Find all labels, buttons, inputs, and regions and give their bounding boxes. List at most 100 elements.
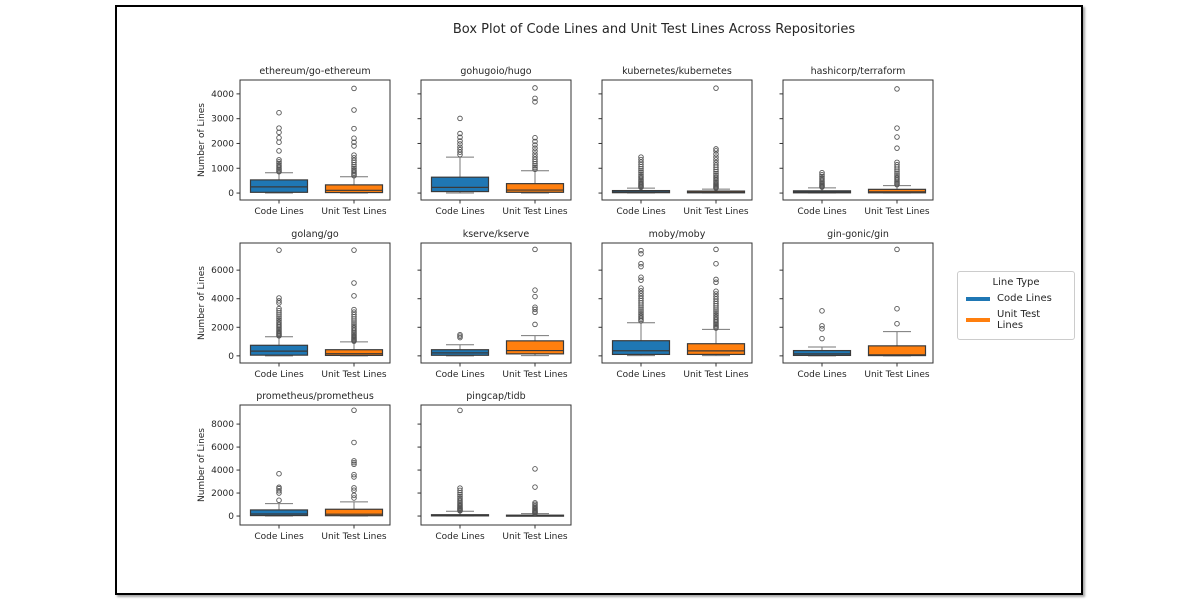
outlier-point bbox=[351, 306, 357, 313]
x-tick-label: Code Lines bbox=[616, 207, 666, 217]
subplot-title: hashicorp/terraform bbox=[811, 66, 906, 77]
outlier-point bbox=[276, 162, 282, 169]
axes-frame bbox=[601, 79, 753, 201]
outlier-point bbox=[894, 320, 900, 327]
subplot-pingcap-tidb: pingcap/tidb Code Lines Unit Test Lines bbox=[417, 391, 572, 542]
y-tick-label: 4000 bbox=[211, 466, 234, 476]
figure-title: Box Plot of Code Lines and Unit Test Lin… bbox=[452, 22, 856, 37]
x-tick-label: Code Lines bbox=[254, 370, 304, 380]
box-unit-test-lines bbox=[324, 349, 384, 357]
box-code-lines bbox=[249, 179, 309, 193]
outlier-point bbox=[351, 459, 357, 466]
outlier-point bbox=[532, 287, 538, 293]
outlier-point bbox=[351, 293, 357, 299]
outlier-point bbox=[713, 174, 719, 180]
outlier-point bbox=[276, 109, 282, 116]
outlier-point bbox=[457, 496, 463, 503]
y-tick-label: 0 bbox=[228, 352, 234, 362]
outlier-point bbox=[819, 323, 825, 329]
outlier-point bbox=[351, 320, 357, 326]
outlier-point bbox=[713, 85, 719, 91]
outlier-point bbox=[351, 325, 357, 331]
outlier-point bbox=[638, 306, 644, 312]
x-tick-label: Code Lines bbox=[797, 207, 847, 217]
outlier-point bbox=[532, 484, 538, 490]
x-tick-label: Code Lines bbox=[254, 207, 304, 217]
subplot-moby-moby: moby/moby Code Lines Unit Test Lines bbox=[598, 229, 753, 380]
outlier-point bbox=[457, 141, 463, 147]
outlier-point bbox=[276, 148, 282, 154]
outlier-point bbox=[351, 492, 357, 499]
axes-frame bbox=[239, 404, 391, 526]
outlier-point bbox=[351, 152, 357, 158]
outlier-point bbox=[276, 247, 282, 253]
outlier-point bbox=[457, 485, 463, 491]
subplot-gin-gonic-gin: gin-gonic/gin Code Lines Unit Test Lines bbox=[779, 229, 934, 380]
outlier-point bbox=[351, 247, 357, 253]
outlier-point bbox=[276, 159, 282, 165]
outlier-point bbox=[713, 310, 719, 317]
outlier-point bbox=[638, 293, 644, 299]
outlier-point bbox=[713, 279, 719, 286]
subplot-kserve-kserve: kserve/kserve Code Lines Unit Test Lines bbox=[417, 229, 572, 380]
box-unit-test-lines bbox=[505, 340, 565, 355]
x-tick-label: Code Lines bbox=[435, 532, 485, 542]
subplot-title: gohugoio/hugo bbox=[460, 66, 531, 77]
outlier-point bbox=[351, 135, 357, 142]
y-tick-label: 4000 bbox=[211, 90, 234, 100]
box-unit-test-lines bbox=[324, 184, 384, 194]
outlier-point bbox=[457, 146, 463, 153]
outlier-point bbox=[457, 495, 463, 501]
legend: Line Type Code Lines Unit Test Lines bbox=[957, 271, 1075, 340]
outlier-point bbox=[532, 85, 538, 91]
outlier-point bbox=[351, 157, 357, 164]
outlier-point bbox=[457, 144, 463, 150]
outlier-point bbox=[276, 157, 282, 163]
outlier-point bbox=[894, 162, 900, 168]
subplot-title: ethereum/go-ethereum bbox=[259, 66, 370, 77]
outlier-point bbox=[638, 311, 644, 318]
outlier-point bbox=[351, 461, 357, 468]
outlier-point bbox=[457, 493, 463, 500]
box-unit-test-lines bbox=[867, 345, 927, 357]
x-tick-label: Unit Test Lines bbox=[321, 532, 387, 542]
outlier-point bbox=[276, 305, 282, 312]
x-tick-label: Unit Test Lines bbox=[683, 370, 749, 380]
outlier-point bbox=[638, 250, 644, 257]
outlier-point bbox=[638, 308, 644, 314]
x-tick-label: Unit Test Lines bbox=[321, 207, 387, 217]
y-tick-label: 0 bbox=[228, 512, 234, 522]
outlier-point bbox=[713, 276, 719, 283]
outlier-point bbox=[894, 134, 900, 140]
x-tick-label: Unit Test Lines bbox=[321, 370, 387, 380]
y-tick-label: 2000 bbox=[211, 489, 234, 499]
x-tick-label: Unit Test Lines bbox=[502, 370, 568, 380]
subplot-title: kserve/kserve bbox=[463, 229, 530, 240]
outlier-point bbox=[894, 246, 900, 253]
outlier-point bbox=[457, 407, 463, 414]
outlier-point bbox=[532, 145, 538, 151]
outlier-point bbox=[351, 458, 357, 464]
outlier-point bbox=[351, 474, 357, 480]
outlier-point bbox=[276, 497, 282, 504]
outlier-point bbox=[713, 154, 719, 160]
x-tick-label: Unit Test Lines bbox=[502, 532, 568, 542]
outlier-point bbox=[457, 487, 463, 494]
outlier-point bbox=[638, 156, 644, 163]
box-code-lines bbox=[249, 509, 309, 517]
outlier-point bbox=[638, 274, 644, 281]
outlier-point bbox=[276, 470, 282, 477]
outlier-point bbox=[457, 134, 463, 141]
outlier-point bbox=[532, 151, 538, 157]
outlier-point bbox=[351, 155, 357, 161]
subplot-title: gin-gonic/gin bbox=[827, 229, 889, 240]
subplot-title: pingcap/tidb bbox=[466, 391, 525, 402]
outlier-point bbox=[276, 484, 282, 491]
outlier-point bbox=[276, 135, 282, 141]
outlier-point bbox=[457, 115, 463, 122]
outlier-point bbox=[713, 151, 719, 157]
axes-frame bbox=[420, 404, 572, 526]
subplot-ethereum-go-ethereum: ethereum/go-ethereum 0 1000 2000 3000 4000 Num… bbox=[197, 66, 391, 217]
outlier-point bbox=[351, 280, 357, 286]
x-tick-label: Unit Test Lines bbox=[502, 207, 568, 217]
